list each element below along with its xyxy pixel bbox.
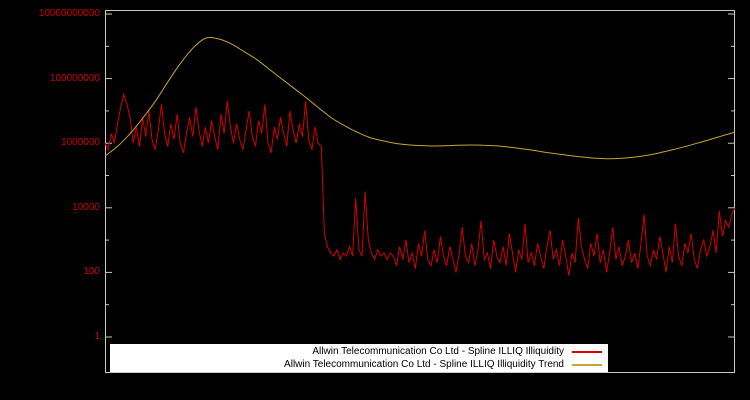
illiq-series-line [104, 92, 736, 276]
legend-item-illiq: Allwin Telecommunication Co Ltd - Spline… [110, 345, 608, 358]
legend-label-trend: Allwin Telecommunication Co Ltd - Spline… [284, 359, 564, 370]
y-tick-label: 100000000 [49, 72, 100, 84]
y-tick-label: 10000000000 [38, 8, 100, 19]
legend-item-trend: Allwin Telecommunication Co Ltd - Spline… [110, 358, 608, 371]
legend-line-sample-illiq [572, 350, 602, 353]
y-tick-label: 1 [94, 331, 100, 342]
legend-line-sample-trend [572, 363, 602, 366]
y-tick-label: 100 [83, 266, 100, 278]
plot-area [105, 10, 735, 373]
legend: Allwin Telecommunication Co Ltd - Spline… [110, 344, 608, 372]
y-tick-label: 1000000 [61, 137, 100, 149]
y-tick-label: 10000 [72, 201, 100, 213]
trend-series-line [104, 36, 736, 160]
axis-ticks [105, 13, 735, 338]
legend-label-illiq: Allwin Telecommunication Co Ltd - Spline… [312, 346, 564, 357]
